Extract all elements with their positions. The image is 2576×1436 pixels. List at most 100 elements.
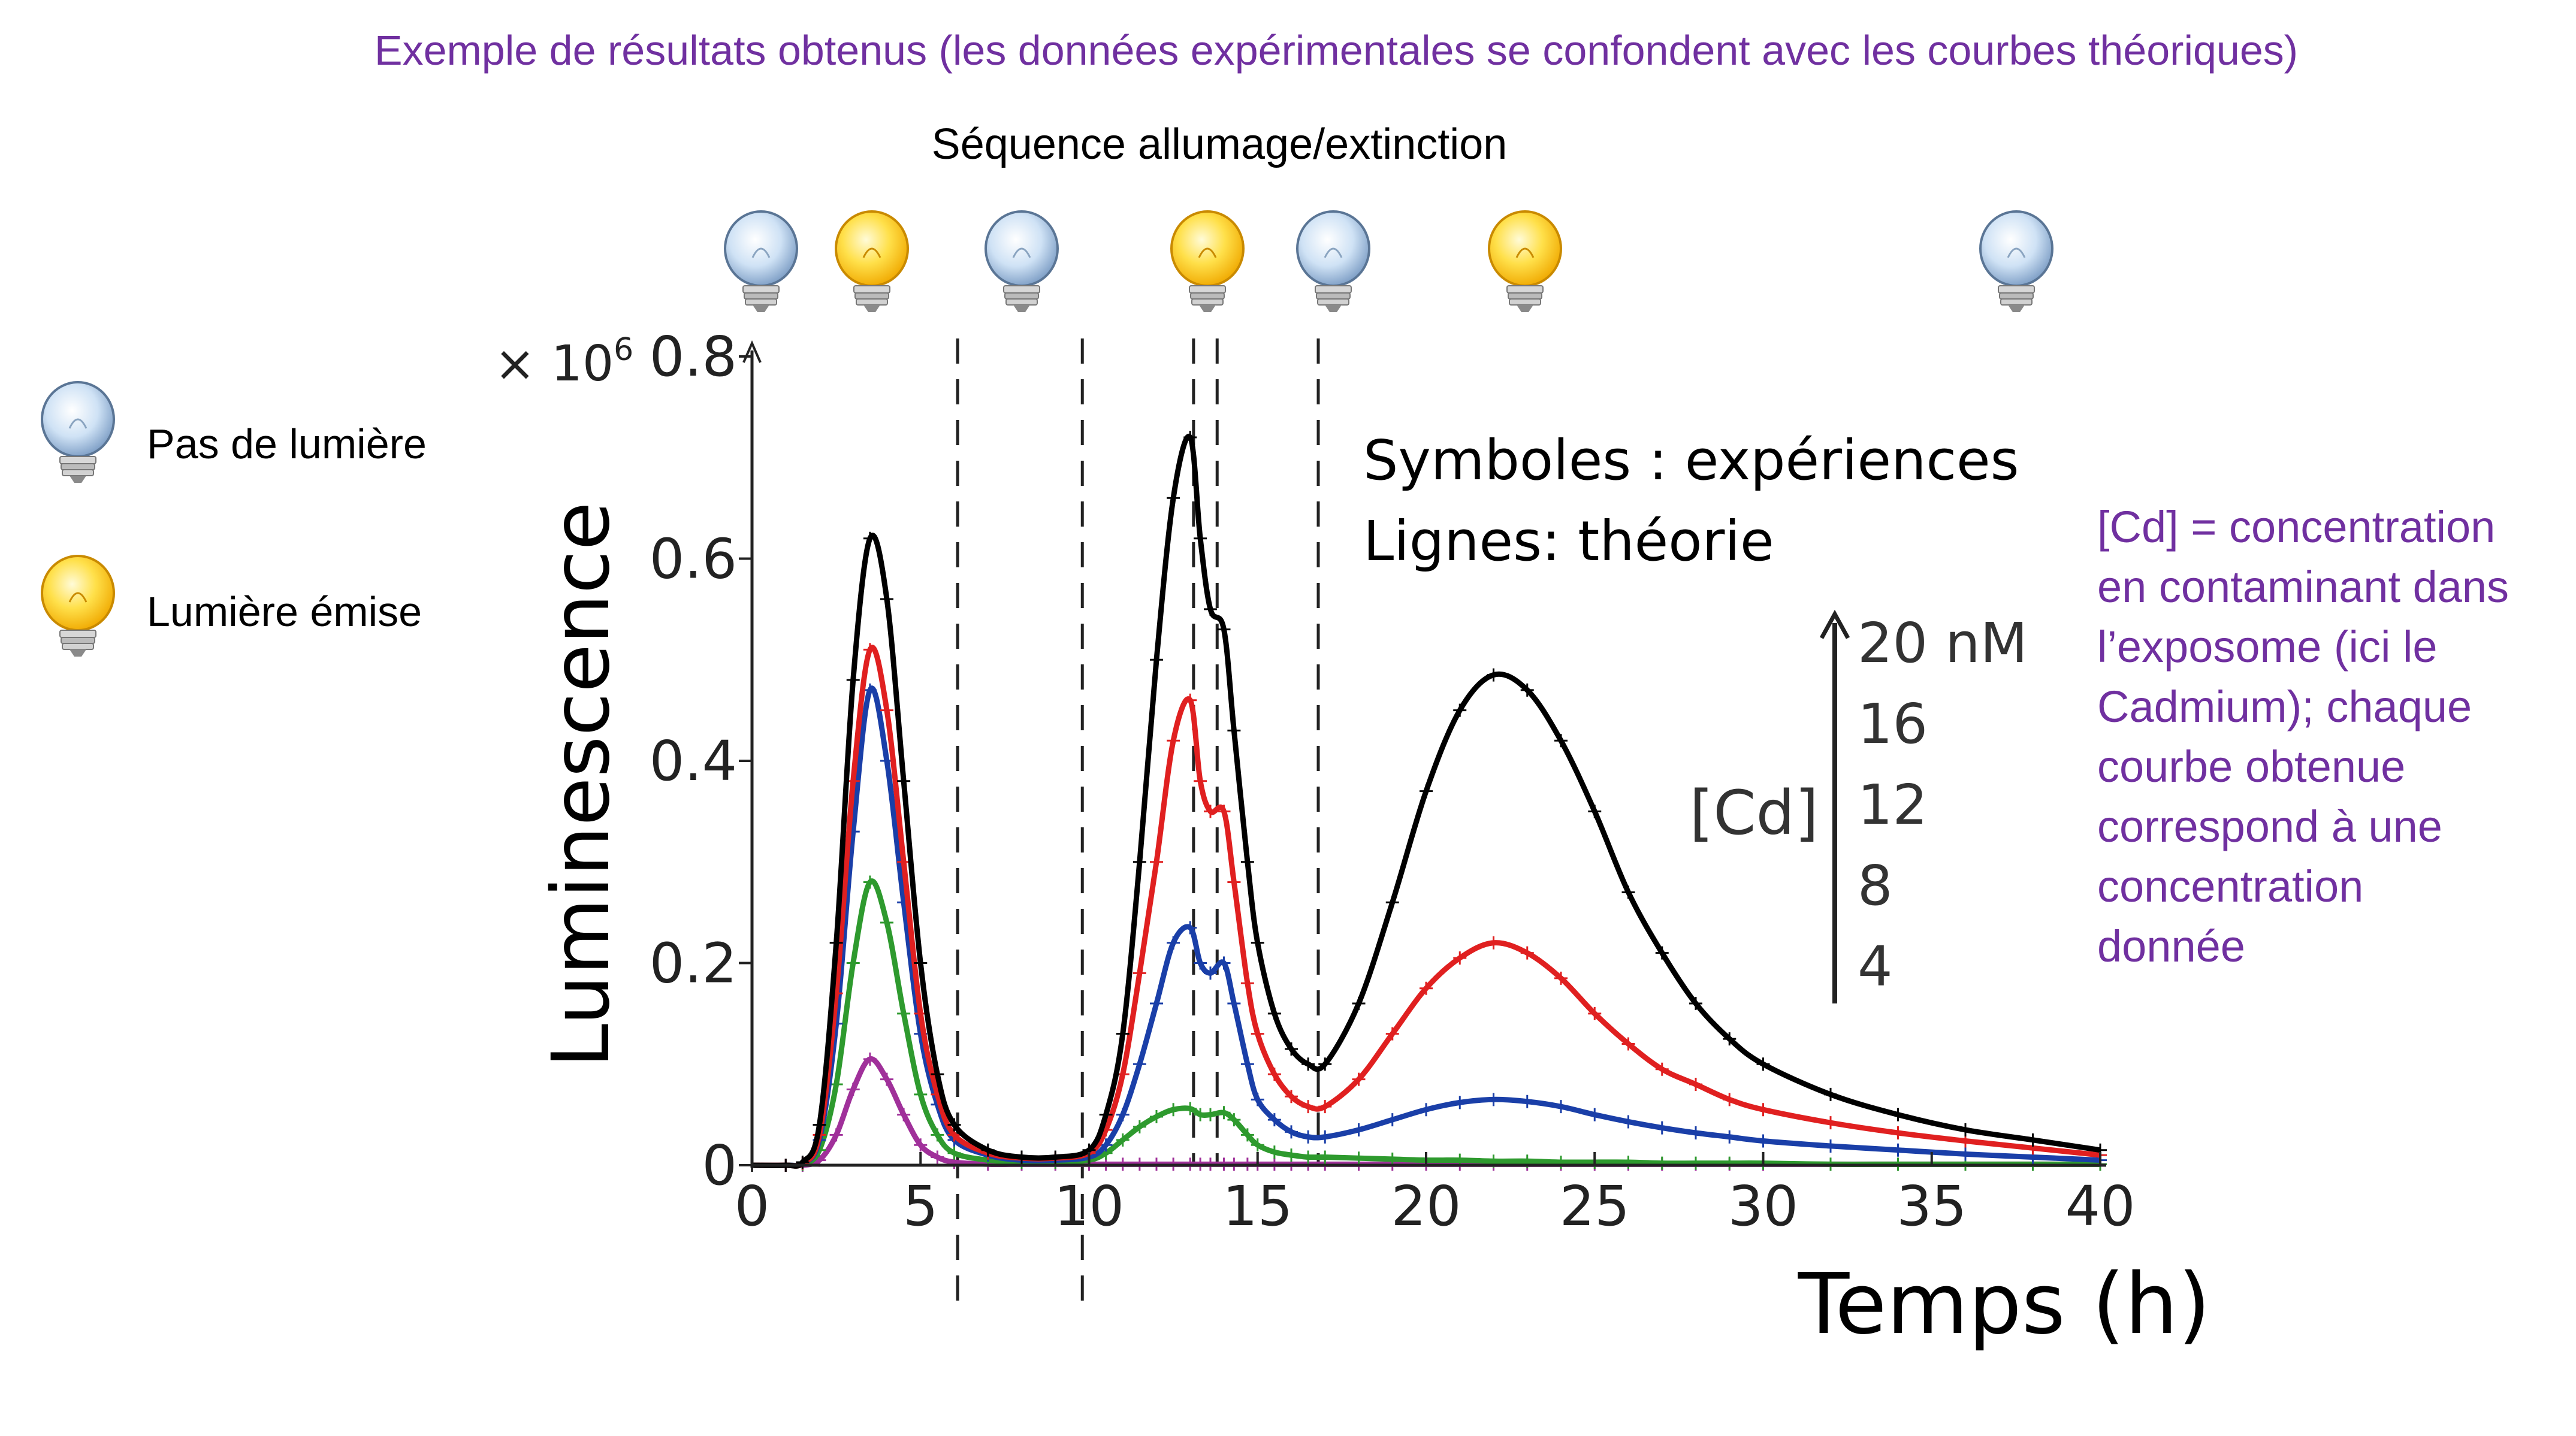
legend-item-on: Lumière émise xyxy=(41,555,422,658)
x-tick-label: 5 xyxy=(903,1174,938,1238)
data-point xyxy=(1183,921,1197,935)
data-point xyxy=(1385,896,1399,909)
side-note-line: courbe obtenue xyxy=(2097,742,2405,791)
annotation-lines: Lignes: théorie xyxy=(1363,509,1774,573)
bulb-on-icon xyxy=(1170,210,1245,313)
side-note-line: [Cd] = concentration xyxy=(2097,502,2495,552)
legend-label-on: Lumière émise xyxy=(147,588,422,635)
data-point xyxy=(1217,805,1231,818)
heading: Exemple de résultats obtenus (les donnée… xyxy=(375,27,2298,74)
data-point xyxy=(1217,1106,1231,1120)
data-point xyxy=(1824,1116,1837,1130)
data-point xyxy=(1385,1152,1399,1166)
x-tick-label: 0 xyxy=(735,1174,770,1238)
data-point xyxy=(1267,1113,1281,1127)
data-point xyxy=(880,703,893,717)
x-tick-label: 15 xyxy=(1222,1174,1292,1238)
data-point xyxy=(897,855,911,869)
data-point xyxy=(1453,1096,1467,1110)
data-point xyxy=(1655,946,1669,960)
series xyxy=(745,683,2107,1172)
data-point xyxy=(914,1138,928,1152)
data-point xyxy=(1352,997,1366,1010)
data-point xyxy=(1133,966,1146,980)
data-point xyxy=(1588,1006,1602,1020)
bulb-sequence xyxy=(724,210,2053,313)
data-point xyxy=(1133,855,1146,869)
data-point xyxy=(1251,1138,1264,1152)
data-point xyxy=(880,592,893,606)
data-point xyxy=(1150,855,1163,869)
x-tick-label: 20 xyxy=(1391,1174,1461,1238)
data-point xyxy=(1554,971,1568,985)
data-point xyxy=(1204,1108,1217,1121)
y-axis-label: Luminescence xyxy=(535,501,627,1068)
data-point xyxy=(1689,1156,1702,1170)
data-point xyxy=(1099,1108,1113,1121)
data-point xyxy=(1385,1027,1399,1041)
cd-scale-arrowhead xyxy=(1819,609,1850,639)
luminescence-chart: 0 5 10 15 20 25 30 35 40 0 0.2 0.4 0.6 0.8 × 106 Lumi… xyxy=(494,325,2210,1353)
data-point xyxy=(914,956,928,970)
cd-scale-value: 16 xyxy=(1858,692,1928,756)
data-point xyxy=(1588,805,1602,818)
data-point xyxy=(1723,1093,1737,1107)
data-point xyxy=(1194,774,1207,788)
data-point xyxy=(1420,981,1433,995)
data-point xyxy=(1167,734,1180,748)
data-point xyxy=(1318,1150,1332,1164)
data-point xyxy=(1049,1150,1062,1164)
cd-scale-value: 20 nM xyxy=(1858,611,2028,675)
side-note-line: Cadmium); chaque xyxy=(2097,682,2472,731)
data-point xyxy=(931,1150,944,1164)
data-point xyxy=(1267,1145,1281,1159)
data-point xyxy=(1301,1100,1315,1114)
y-scale-label: × 106 xyxy=(494,332,633,392)
data-point xyxy=(1723,1130,1737,1144)
data-point xyxy=(1588,1108,1602,1121)
data-point xyxy=(1621,885,1635,899)
side-note-line: correspond à une xyxy=(2097,802,2442,851)
data-point xyxy=(1167,491,1180,505)
data-point xyxy=(1240,855,1254,869)
data-point xyxy=(1301,1130,1315,1144)
data-point xyxy=(1318,1057,1332,1071)
data-point xyxy=(1167,1103,1180,1117)
data-point xyxy=(897,774,911,788)
cd-scale-value: 8 xyxy=(1858,854,1893,918)
x-tick-label: 40 xyxy=(2065,1174,2135,1238)
data-point xyxy=(1167,936,1180,950)
y-tick-label: 0.2 xyxy=(650,932,737,996)
data-point xyxy=(863,875,877,889)
data-point xyxy=(1756,1134,1770,1148)
data-point xyxy=(1133,1057,1146,1071)
data-point xyxy=(947,1146,961,1160)
data-point xyxy=(1723,1156,1737,1170)
bulb-on-icon xyxy=(1488,210,1562,313)
data-point xyxy=(1227,875,1241,889)
bulb-legend: Pas de lumière Lumière émise xyxy=(41,381,427,658)
bulb-off-icon xyxy=(724,210,798,313)
data-point xyxy=(1318,1130,1332,1144)
data-point xyxy=(1285,1148,1298,1162)
x-tick-label: 30 xyxy=(1728,1174,1798,1238)
data-point xyxy=(1453,703,1467,717)
data-point xyxy=(1227,997,1241,1010)
data-point xyxy=(1285,1090,1298,1104)
data-point xyxy=(1150,997,1163,1010)
data-point xyxy=(1133,1120,1146,1133)
data-point xyxy=(1420,784,1433,798)
side-note-line: concentration xyxy=(2097,861,2363,911)
data-point xyxy=(1227,724,1241,737)
data-point xyxy=(1015,1150,1028,1164)
data-point xyxy=(1227,1113,1241,1127)
data-point xyxy=(1756,1103,1770,1117)
data-point xyxy=(1655,1156,1669,1170)
data-point xyxy=(813,1118,826,1132)
data-point xyxy=(1150,1110,1163,1123)
data-point xyxy=(1116,1133,1130,1147)
y-tick-label: 0.6 xyxy=(650,527,737,591)
data-point xyxy=(1520,683,1534,697)
data-point xyxy=(863,1052,877,1066)
